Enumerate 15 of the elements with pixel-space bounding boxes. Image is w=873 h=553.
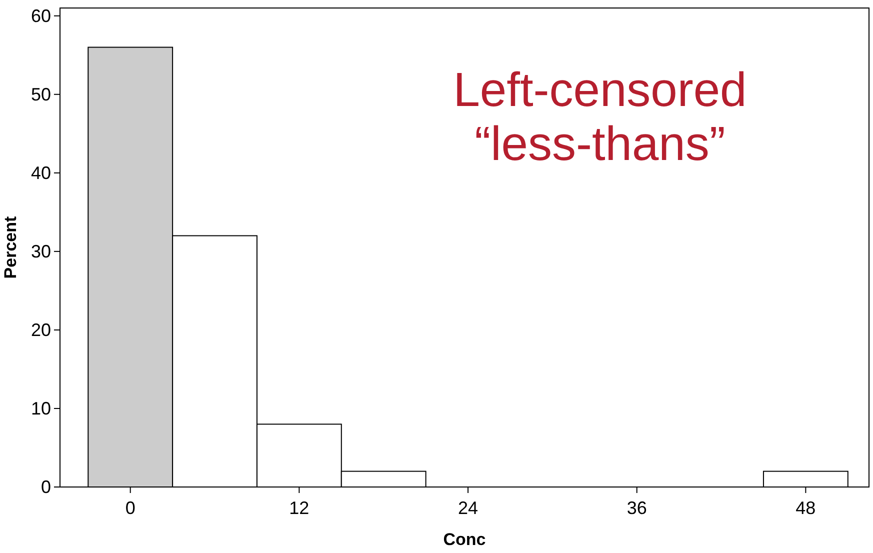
- y-tick-label: 20: [30, 320, 51, 340]
- x-tick-label: 12: [289, 498, 310, 518]
- annotation: Left-censored “less-thans”: [453, 64, 747, 171]
- x-tick-label: 48: [796, 498, 816, 518]
- x-tick-label: 24: [458, 498, 478, 518]
- y-tick-label: 60: [30, 6, 51, 26]
- y-tick-label: 50: [30, 84, 51, 104]
- y-tick-label: 0: [40, 477, 51, 497]
- y-tick-label: 10: [30, 398, 51, 418]
- y-tick-label: 40: [30, 162, 51, 183]
- x-tick-label: 0: [125, 498, 136, 518]
- y-tick-label: 30: [30, 241, 51, 262]
- y-axis-title: Percent: [1, 216, 20, 279]
- x-axis-title: Conc: [443, 530, 486, 549]
- x-tick-label: 36: [626, 498, 647, 518]
